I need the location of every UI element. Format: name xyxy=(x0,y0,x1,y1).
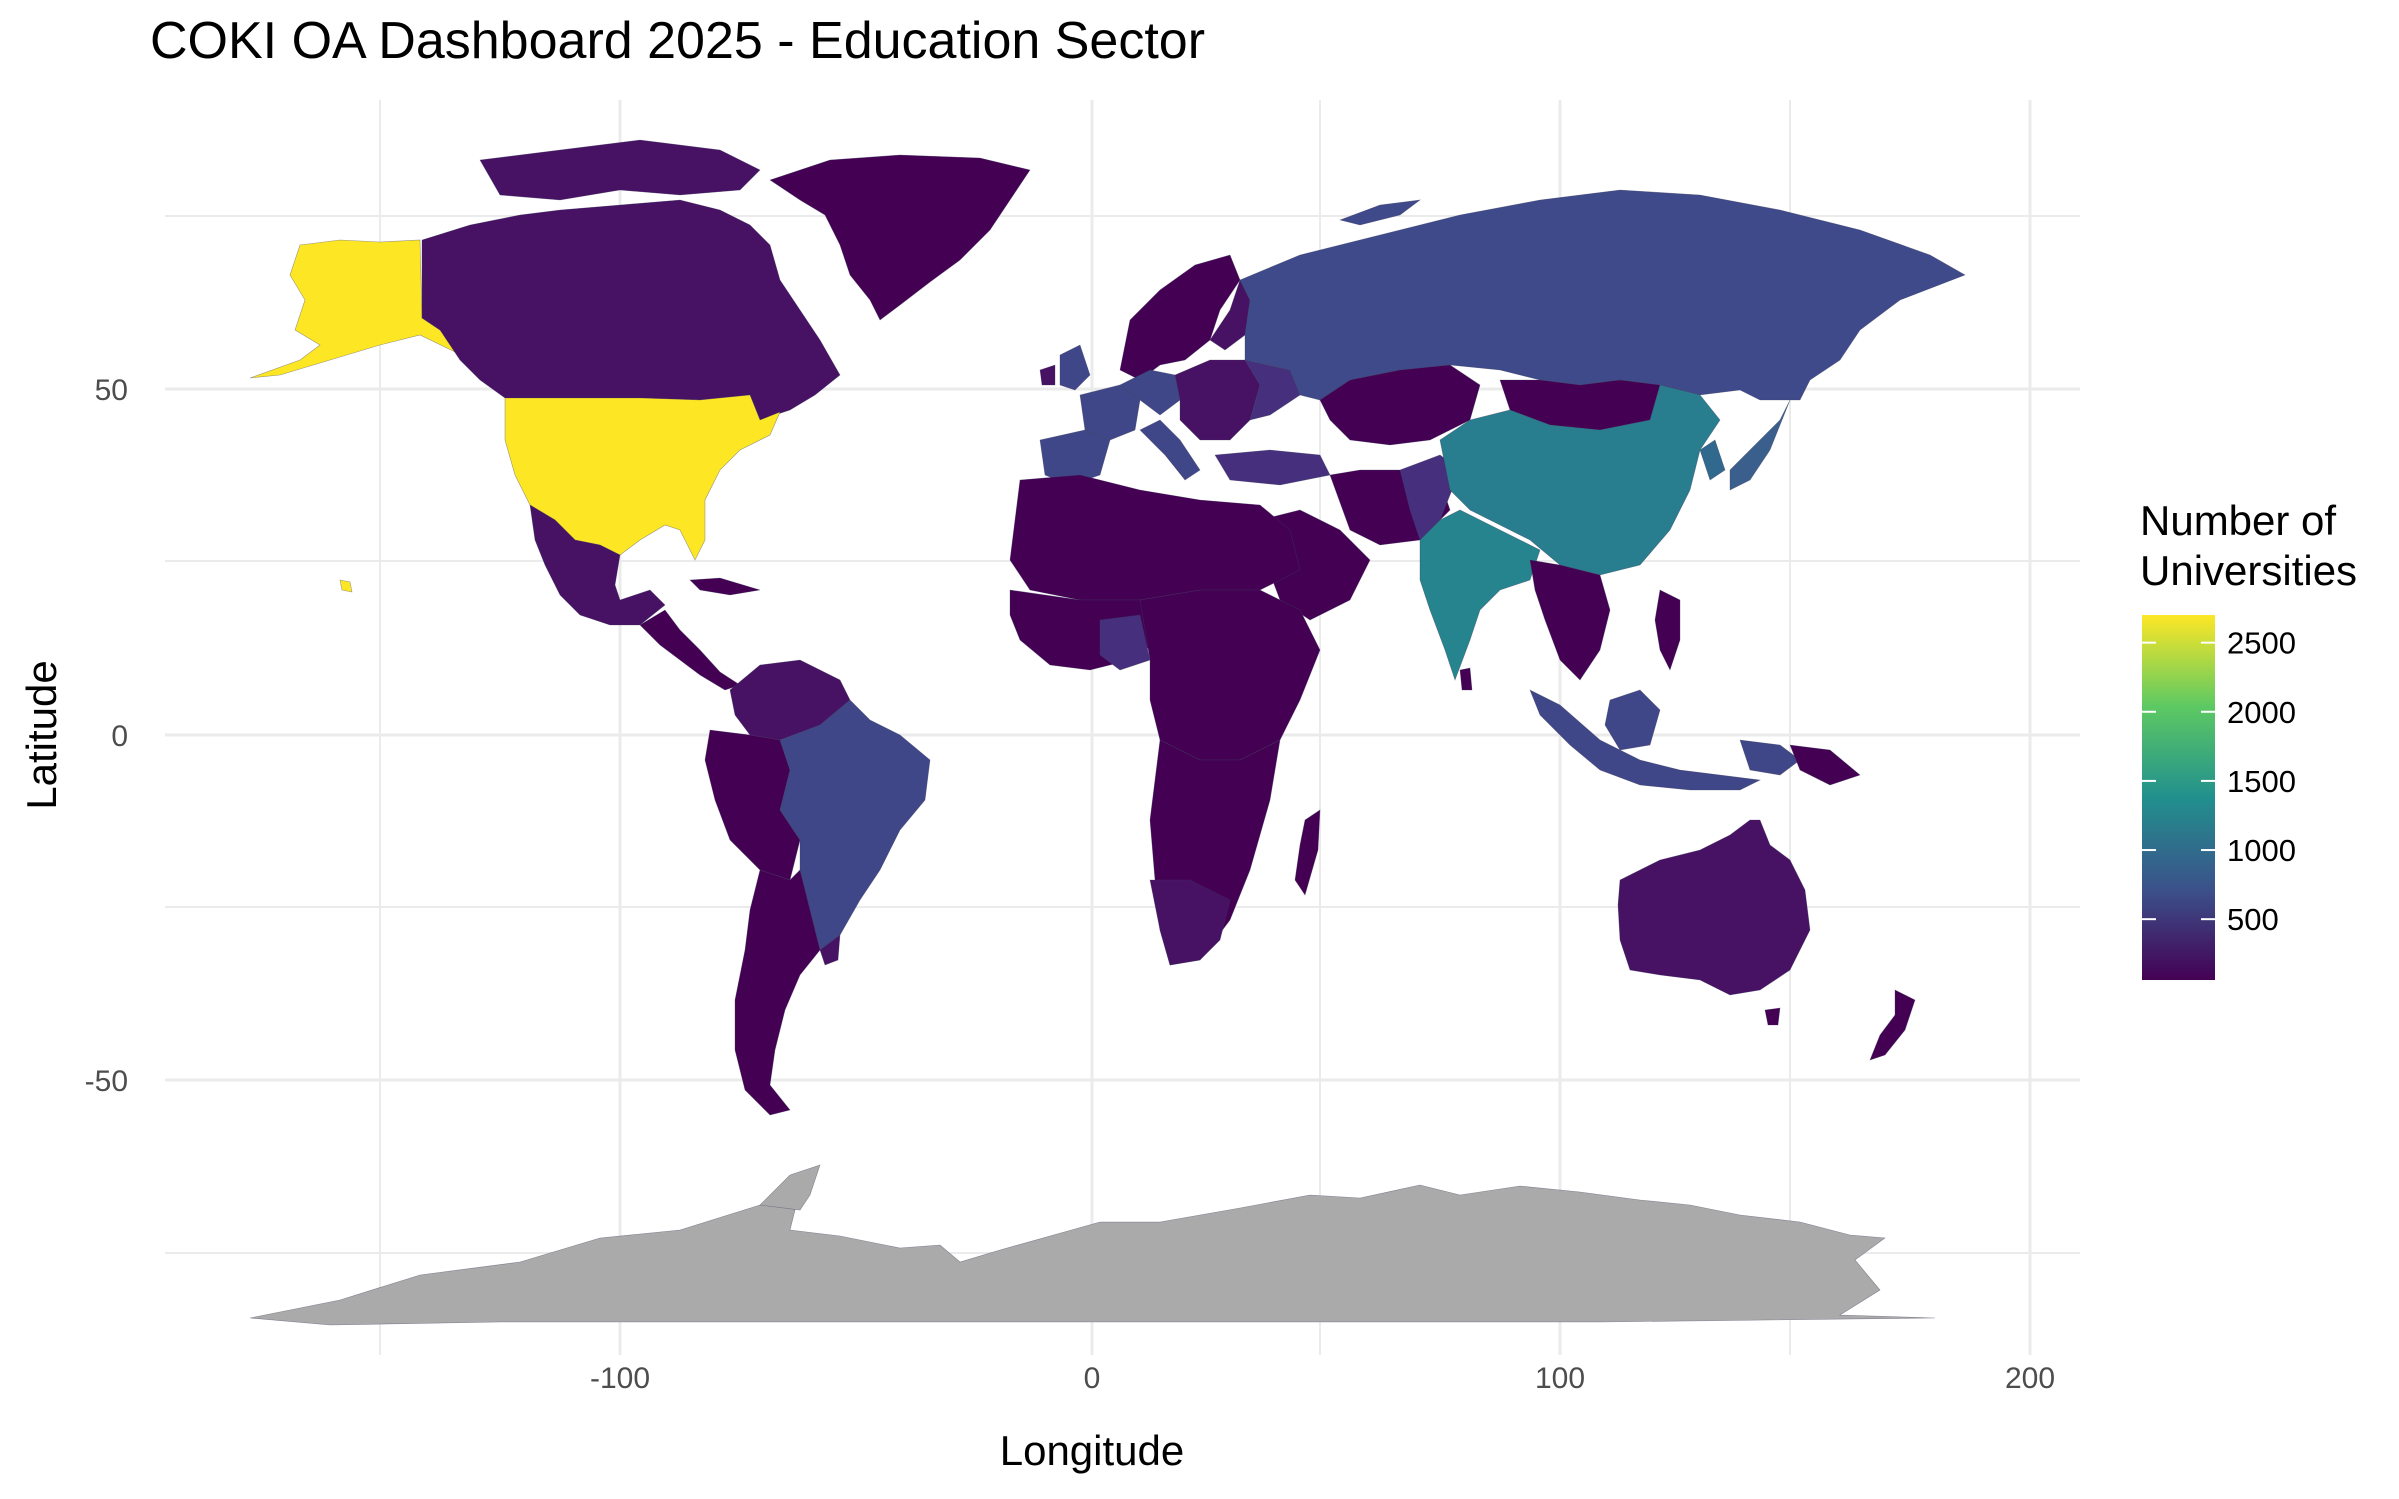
legend-tick-label: 2000 xyxy=(2227,695,2296,730)
region-australia xyxy=(1617,819,1811,996)
x-tick-label: 0 xyxy=(1084,1362,1101,1395)
region-philippines xyxy=(1654,589,1681,671)
chart-title: COKI OA Dashboard 2025 - Education Secto… xyxy=(150,12,1205,70)
region-canada-arctic xyxy=(479,139,761,201)
legend: Number of Universities 500 1000 1500 2000 25… xyxy=(2140,497,2357,980)
y-axis-title: Latitude xyxy=(18,660,65,809)
region-eastern-europe xyxy=(1174,359,1261,441)
region-madagascar xyxy=(1294,809,1321,896)
x-tick-label: 100 xyxy=(1535,1362,1585,1395)
region-mexico xyxy=(529,504,666,626)
region-papua xyxy=(1739,739,1801,776)
region-sri-lanka xyxy=(1459,667,1473,691)
region-indochina xyxy=(1529,559,1611,681)
region-korea xyxy=(1699,439,1726,481)
region-south-africa xyxy=(1149,879,1231,966)
region-new-zealand xyxy=(1869,989,1916,1061)
region-argentina-chile xyxy=(734,869,821,1116)
region-japan xyxy=(1729,399,1791,491)
countries xyxy=(249,139,1966,1326)
region-cuba xyxy=(689,577,761,596)
region-china xyxy=(1439,384,1721,576)
region-uk xyxy=(1059,344,1091,391)
region-png xyxy=(1789,744,1861,786)
region-italy xyxy=(1139,419,1201,481)
region-scandinavia xyxy=(1119,254,1241,381)
region-greenland xyxy=(769,154,1031,321)
region-malaysia-indonesia xyxy=(1529,689,1762,791)
region-brazil xyxy=(779,699,931,951)
legend-tick-label: 2500 xyxy=(2227,626,2296,661)
region-russia xyxy=(1239,189,1966,401)
legend-tick-label: 500 xyxy=(2227,902,2279,937)
legend-tick-label: 1500 xyxy=(2227,764,2296,799)
legend-tick-label: 1000 xyxy=(2227,833,2296,868)
y-axis-ticks: 50 0 -50 xyxy=(85,374,128,1098)
legend-title-line2: Universities xyxy=(2140,547,2357,594)
legend-colorbar xyxy=(2142,615,2215,980)
region-tasmania xyxy=(1764,1007,1781,1026)
region-north-africa xyxy=(1009,474,1301,601)
region-nigeria xyxy=(1099,614,1151,671)
region-india xyxy=(1419,509,1541,681)
region-ireland xyxy=(1039,364,1056,386)
x-tick-label: -100 xyxy=(590,1362,650,1395)
y-tick-label: 0 xyxy=(111,720,128,753)
x-tick-label: 200 xyxy=(2005,1362,2055,1395)
region-central-america xyxy=(639,609,741,691)
region-borneo xyxy=(1604,689,1661,751)
y-tick-label: 50 xyxy=(95,374,128,407)
region-hawaii xyxy=(339,579,353,593)
region-russia-islands xyxy=(1338,199,1422,226)
x-axis-title: Longitude xyxy=(1000,1427,1185,1474)
region-uruguay xyxy=(819,934,841,966)
region-canada xyxy=(421,199,841,421)
y-tick-label: -50 xyxy=(85,1065,128,1098)
legend-ticks: 500 1000 1500 2000 2500 xyxy=(2142,626,2296,937)
region-alaska xyxy=(249,239,471,379)
region-antarctic-peninsula xyxy=(759,1164,821,1211)
region-peru-bolivia xyxy=(704,729,801,881)
region-turkey xyxy=(1214,449,1331,486)
x-axis-ticks: -100 0 100 200 xyxy=(590,1362,2055,1395)
legend-title-line1: Number of xyxy=(2140,497,2336,544)
